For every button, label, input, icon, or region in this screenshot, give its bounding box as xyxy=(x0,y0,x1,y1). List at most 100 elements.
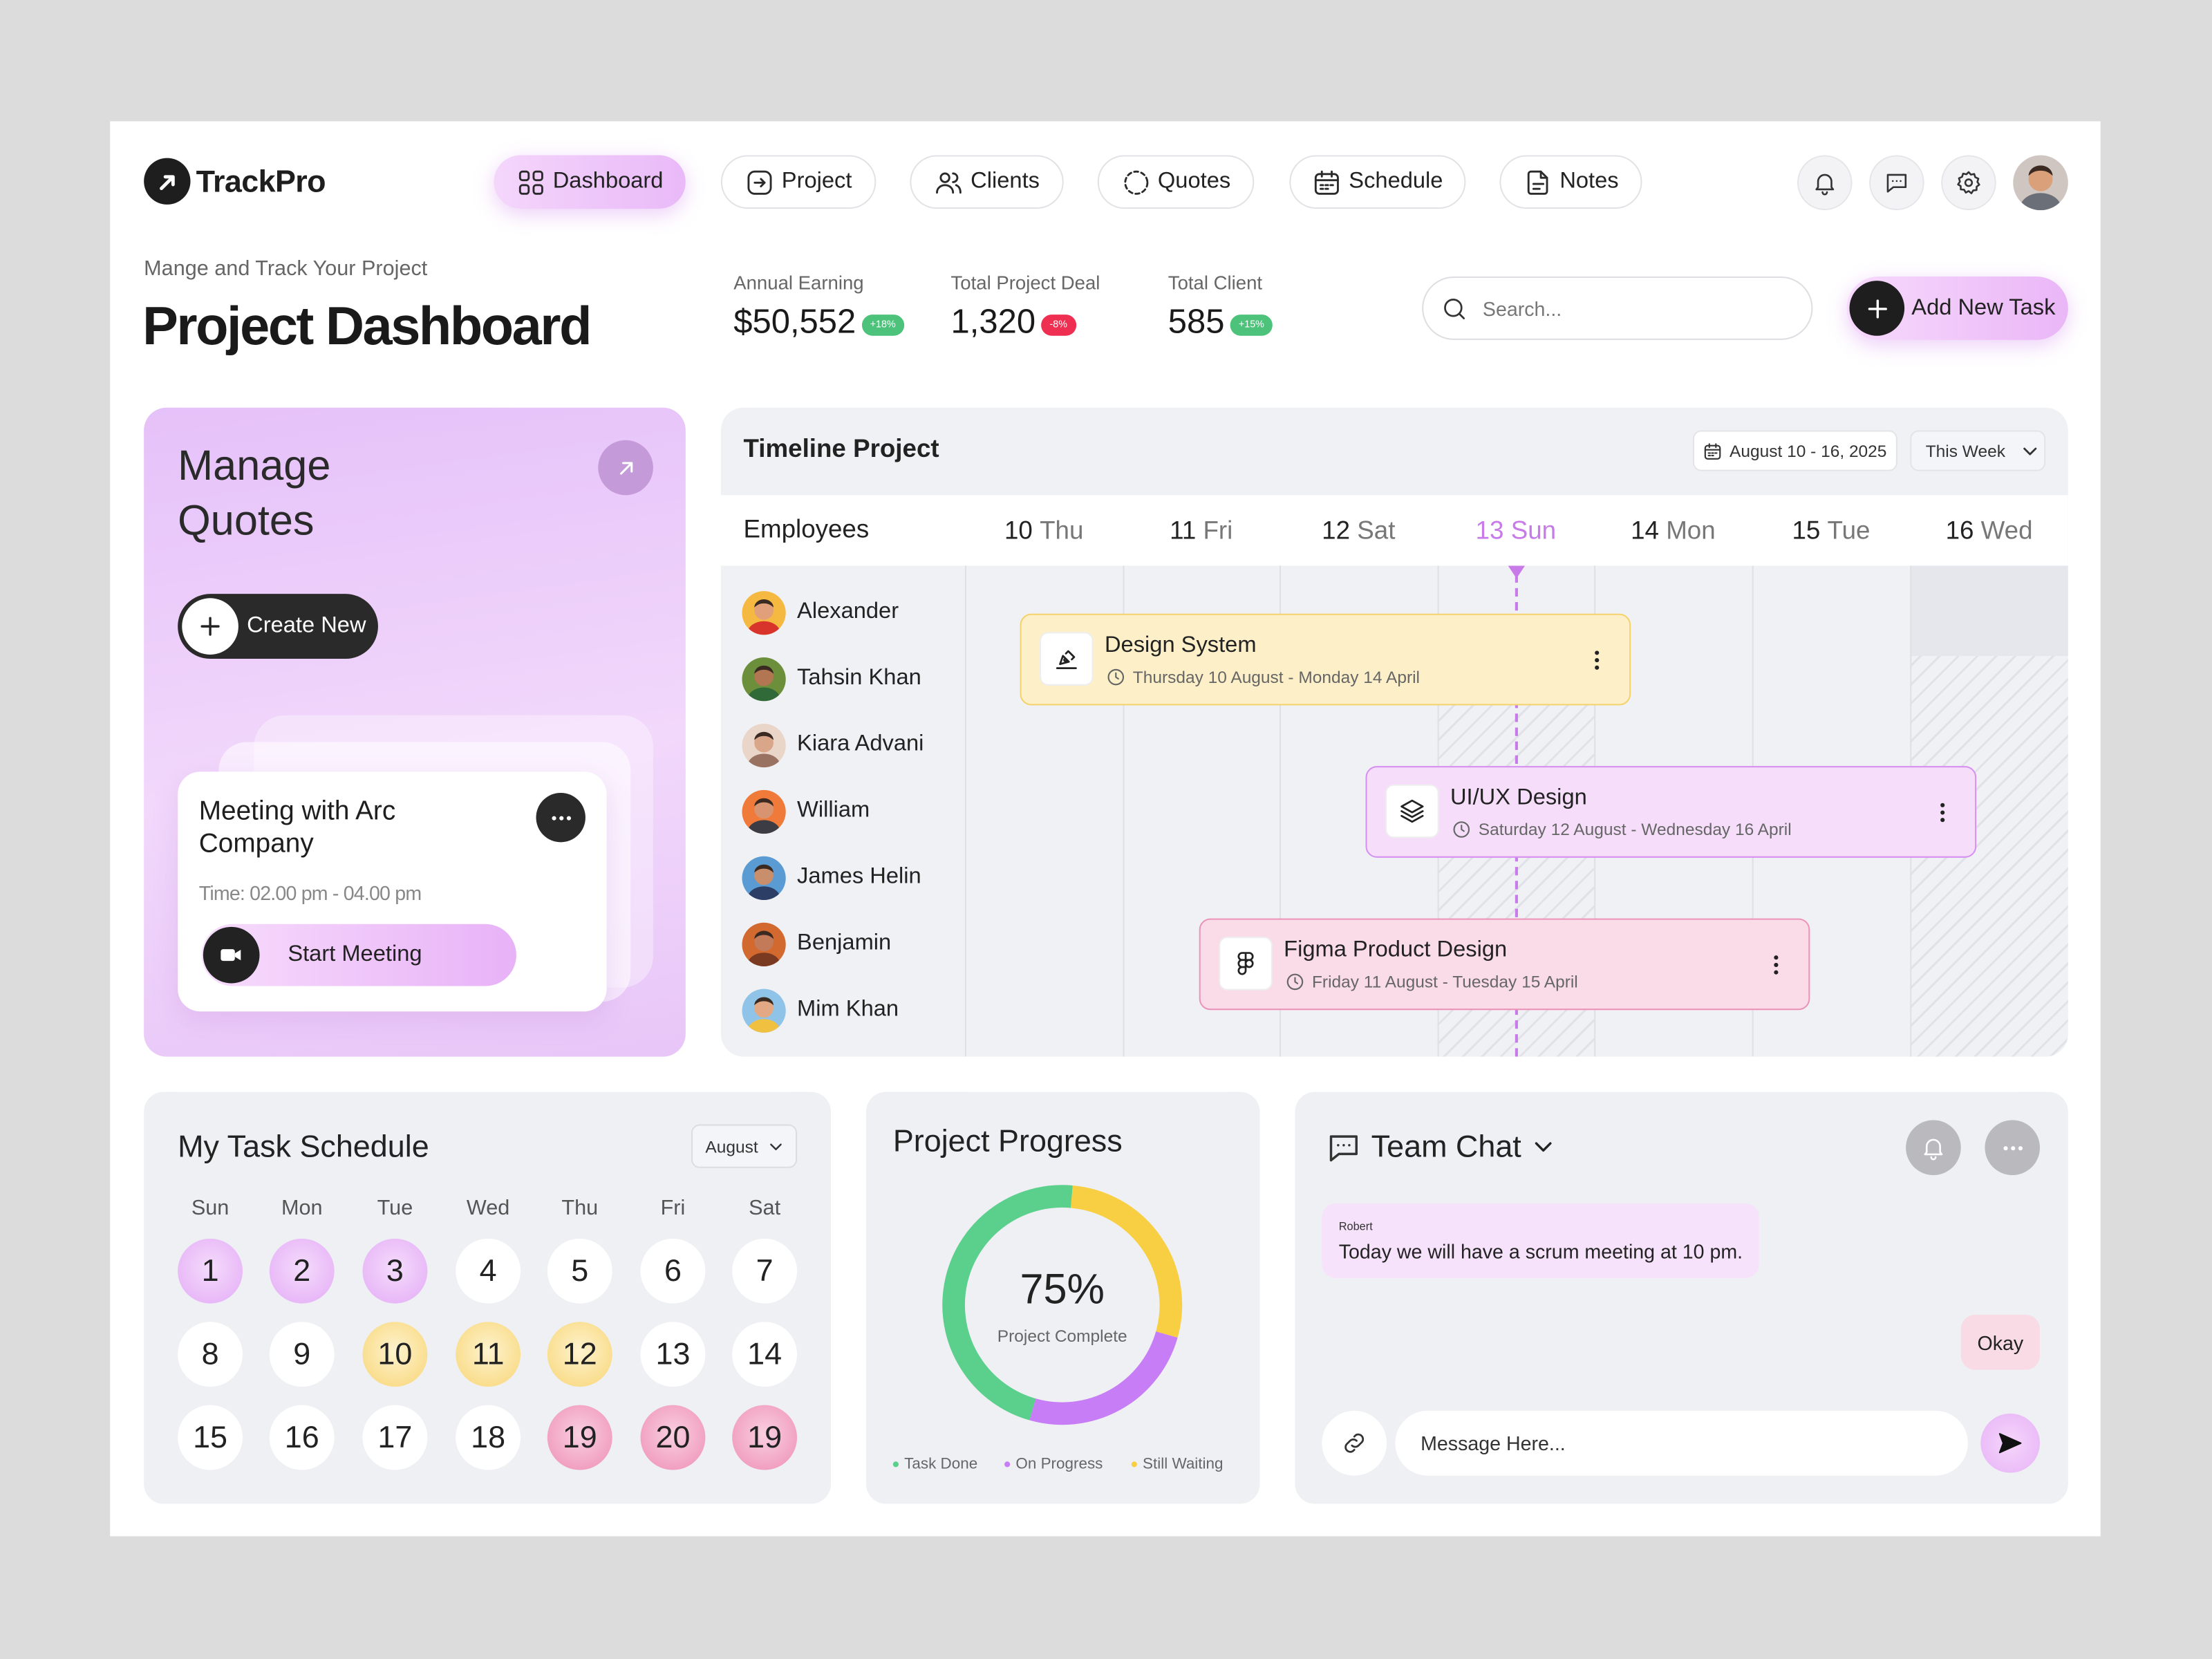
day-number: 19 xyxy=(747,1419,782,1455)
calendar-day[interactable]: 19 xyxy=(547,1405,612,1470)
weekday-label: Mon xyxy=(281,1196,323,1221)
icon-part xyxy=(221,949,235,962)
nav-item[interactable]: Clients xyxy=(910,155,1064,209)
task-menu-button[interactable] xyxy=(1763,953,1789,978)
calendar-day[interactable]: 20 xyxy=(640,1405,706,1470)
task-icon xyxy=(1219,937,1273,991)
nav-item[interactable]: Project xyxy=(720,155,877,209)
icon-part xyxy=(1286,973,1304,991)
meeting-menu-button[interactable] xyxy=(536,792,585,843)
avatar[interactable] xyxy=(2013,155,2068,211)
calendar-day[interactable]: 8 xyxy=(178,1322,243,1387)
nav-label: Notes xyxy=(1559,169,1619,194)
progress-title: Project Progress xyxy=(892,1123,1123,1159)
column-line xyxy=(1280,565,1282,1057)
icon-part xyxy=(1704,442,1721,456)
search-icon xyxy=(1441,294,1469,323)
day-number: 1 xyxy=(201,1253,219,1288)
calendar-day[interactable]: 7 xyxy=(732,1238,798,1304)
icon-part xyxy=(754,664,774,673)
icon-part xyxy=(770,1143,782,1150)
nav-item[interactable]: Schedule xyxy=(1289,155,1466,209)
chat-title-row[interactable]: Team Chat xyxy=(1371,1126,1558,1168)
icon-part xyxy=(532,169,543,181)
settings-button[interactable] xyxy=(1941,155,1996,211)
task-dates: Thursday 10 August - Monday 14 April xyxy=(1132,666,1420,687)
calendar-day[interactable]: 12 xyxy=(547,1322,612,1387)
calendar-day[interactable]: 19 xyxy=(732,1405,798,1470)
day-name: Thu xyxy=(1040,515,1084,544)
icon-part xyxy=(1704,444,1721,459)
period-label: This Week xyxy=(1925,440,2005,461)
day-date: 13 xyxy=(1475,515,1504,544)
day-number: 6 xyxy=(664,1253,682,1288)
icon-part xyxy=(1998,1433,2022,1454)
nav-icon xyxy=(516,167,546,197)
nav-item[interactable]: Dashboard xyxy=(494,155,686,209)
calendar-day[interactable]: 6 xyxy=(640,1238,706,1304)
task-bar[interactable]: Design System Thursday 10 August - Monday… xyxy=(1020,613,1631,706)
calendar-day[interactable]: 14 xyxy=(732,1322,798,1387)
icon-part xyxy=(1237,952,1254,975)
date-range-chip[interactable]: August 10 - 16, 2025 xyxy=(1692,430,1897,471)
calendar-day[interactable]: 4 xyxy=(456,1238,521,1304)
start-meeting-button[interactable]: Start Meeting xyxy=(201,924,516,986)
icon-part xyxy=(1957,171,1980,194)
clock-icon xyxy=(1106,667,1126,687)
message-input[interactable]: Message Here... xyxy=(1395,1410,1968,1476)
task-menu-button[interactable] xyxy=(1584,648,1610,673)
attach-button[interactable] xyxy=(1322,1410,1387,1476)
chat-menu-button[interactable] xyxy=(1985,1120,2041,1175)
create-new-button[interactable]: Create New xyxy=(178,594,378,659)
calendar-day[interactable]: 1 xyxy=(178,1238,243,1304)
notifications-button[interactable] xyxy=(1797,155,1853,211)
calendar-day[interactable]: 9 xyxy=(269,1322,335,1387)
icon-part xyxy=(1867,299,1886,318)
quotes-title: Manage Quotes xyxy=(178,442,331,545)
nav-item[interactable]: Quotes xyxy=(1097,155,1255,209)
add-task-button[interactable]: Add New Task xyxy=(1846,276,2068,340)
calendar-day[interactable]: 5 xyxy=(547,1238,612,1304)
reply-bubble: Okay xyxy=(1960,1315,2041,1370)
blocked-cell xyxy=(1910,565,2068,656)
icon-part xyxy=(1940,810,1945,815)
icon-part xyxy=(1123,169,1148,194)
legend-item: Task Done xyxy=(892,1454,977,1474)
icon-part xyxy=(1461,824,1465,832)
chat-bell-button[interactable] xyxy=(1906,1120,1961,1175)
days-row xyxy=(720,495,2068,566)
calendar-day[interactable]: 2 xyxy=(269,1238,335,1304)
add-task-icon xyxy=(1849,281,1905,336)
icon-part xyxy=(1294,977,1299,984)
create-new-icon xyxy=(182,598,238,655)
calendar-day[interactable]: 17 xyxy=(362,1405,428,1470)
calendar-day[interactable]: 13 xyxy=(640,1322,706,1387)
camera-icon xyxy=(203,926,260,984)
legend-item: On Progress xyxy=(1004,1454,1103,1474)
day-name: Wed xyxy=(1980,515,2033,544)
icon-part xyxy=(754,732,774,752)
day-number: 16 xyxy=(284,1419,319,1455)
calendar-day[interactable]: 11 xyxy=(456,1322,521,1387)
task-bar[interactable]: Figma Product Design Friday 11 August - T… xyxy=(1199,918,1810,1011)
calendar-day[interactable]: 15 xyxy=(178,1405,243,1470)
period-dropdown[interactable]: This Week xyxy=(1910,430,2046,471)
avatar xyxy=(742,988,786,1032)
calendar-day[interactable]: 16 xyxy=(269,1405,335,1470)
calendar-day[interactable]: 3 xyxy=(362,1238,428,1304)
search-box[interactable]: Search... xyxy=(1422,276,1813,340)
timeline-title: Timeline Project xyxy=(743,434,939,463)
icon-part xyxy=(234,949,241,961)
task-menu-button[interactable] xyxy=(1930,800,1956,825)
task-dates: Saturday 12 August - Wednesday 16 April xyxy=(1478,819,1792,839)
day-number: 14 xyxy=(747,1335,782,1371)
quotes-open-button[interactable] xyxy=(598,440,653,496)
task-bar[interactable]: UI/UX Design Saturday 12 August - Wednesd… xyxy=(1365,766,1977,858)
calendar-day[interactable]: 18 xyxy=(456,1405,521,1470)
nav-icon xyxy=(934,167,964,197)
messages-button[interactable] xyxy=(1869,155,1924,211)
calendar-day[interactable]: 10 xyxy=(362,1322,428,1387)
month-dropdown[interactable]: August xyxy=(691,1124,798,1168)
nav-item[interactable]: Notes xyxy=(1499,155,1642,209)
send-button[interactable] xyxy=(1980,1413,2041,1473)
